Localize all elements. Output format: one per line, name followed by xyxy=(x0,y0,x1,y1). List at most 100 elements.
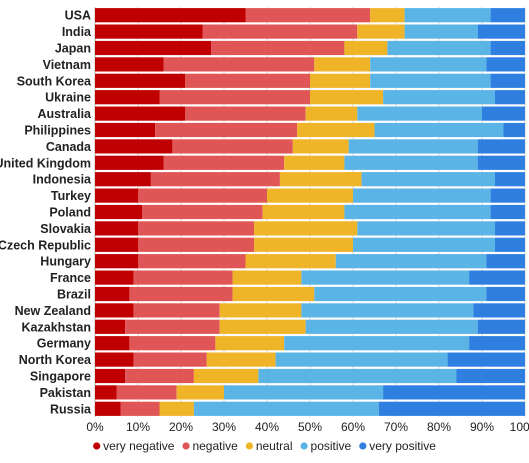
bar-segment-very-negative xyxy=(95,90,160,105)
bar-segment-positive xyxy=(275,352,448,367)
category-label: New Zealand xyxy=(15,304,91,318)
category-label: France xyxy=(50,271,91,285)
bar-segment-very-positive xyxy=(494,221,525,236)
bar-segment-neutral xyxy=(314,57,371,72)
bar-segment-positive xyxy=(353,237,495,252)
legend-item: very positive xyxy=(359,439,436,453)
bar-segment-negative xyxy=(120,401,160,416)
x-tick-label: 0% xyxy=(86,420,104,434)
bar-segment-positive xyxy=(357,221,495,236)
bar-segment-negative xyxy=(150,172,280,187)
category-label: Indonesia xyxy=(33,173,92,187)
bar-segment-positive xyxy=(284,336,470,351)
bar-segment-negative xyxy=(245,8,371,23)
bar-segment-positive xyxy=(224,385,384,400)
category-label: United Kingdom xyxy=(0,156,91,170)
bar-segment-very-positive xyxy=(378,401,525,416)
bar-segment-neutral xyxy=(232,286,315,302)
bar-segment-very-negative xyxy=(95,286,130,302)
x-tick-label: 50% xyxy=(298,420,322,434)
bar-segment-positive xyxy=(383,90,495,105)
bar-segment-very-negative xyxy=(95,188,138,203)
bar-segment-very-negative xyxy=(95,237,138,252)
bar-segment-positive xyxy=(404,8,491,23)
bar-segment-very-positive xyxy=(469,336,525,351)
category-label: Ukraine xyxy=(45,91,91,105)
bar-segment-negative xyxy=(138,237,255,252)
bar-segment-very-negative xyxy=(95,106,186,121)
bar-segment-very-negative xyxy=(95,155,164,170)
category-label: Singapore xyxy=(30,370,91,384)
bar-segment-positive xyxy=(335,254,487,269)
bar-segment-very-positive xyxy=(486,286,525,302)
bar-segment-neutral xyxy=(215,336,285,351)
bar-segment-very-positive xyxy=(482,106,525,121)
legend-label: very positive xyxy=(369,439,436,453)
category-label: Hungary xyxy=(40,255,91,269)
x-tick-label: 60% xyxy=(341,420,365,434)
bar-segment-neutral xyxy=(254,221,358,236)
bar-segment-very-positive xyxy=(477,155,525,170)
legend-label: neutral xyxy=(256,439,293,453)
bar-segment-positive xyxy=(387,40,491,56)
bar-segment-neutral xyxy=(176,385,224,400)
legend: very negative negative neutral positive very… xyxy=(93,439,436,453)
bar-segment-very-negative xyxy=(95,368,126,384)
bar-segment-negative xyxy=(163,57,315,72)
legend-marker xyxy=(245,442,254,450)
bar-segment-very-positive xyxy=(477,139,525,154)
legend-marker xyxy=(182,442,190,450)
bar-segment-negative xyxy=(138,188,267,203)
bar-segment-negative xyxy=(138,254,246,269)
x-tick-label: 10% xyxy=(126,420,150,434)
bar-segment-neutral xyxy=(219,303,302,318)
bar-segment-neutral xyxy=(297,122,375,138)
bar-segment-negative xyxy=(129,336,216,351)
bar-segment-negative xyxy=(129,286,233,302)
bar-segment-very-positive xyxy=(486,254,525,269)
bar-segment-negative xyxy=(133,303,220,318)
category-label: India xyxy=(62,25,92,39)
bar-segment-very-positive xyxy=(494,172,525,187)
category-label: Canada xyxy=(46,140,92,154)
bar-segment-positive xyxy=(348,139,478,154)
bar-segment-neutral xyxy=(357,24,405,39)
legend-item: neutral xyxy=(245,439,293,453)
bar-segment-very-negative xyxy=(95,204,143,220)
legend-label: very negative xyxy=(103,439,175,453)
bar-segment-positive xyxy=(357,106,482,121)
x-axis: 0% 10% 20% 30% 40% 50% 60% 70% 80% 90% 100% xyxy=(86,420,529,434)
bar-segment-neutral xyxy=(305,106,358,121)
bar-segment-negative xyxy=(185,106,306,121)
category-label: Australia xyxy=(38,107,93,121)
bar-segment-very-positive xyxy=(447,352,525,367)
x-tick-label: 70% xyxy=(384,420,408,434)
legend-item: positive xyxy=(300,439,352,453)
bar-segment-negative xyxy=(172,139,293,154)
bar-segment-neutral xyxy=(254,237,353,252)
bar-segment-positive xyxy=(370,73,491,88)
bar-segment-negative xyxy=(116,385,177,400)
bar-segment-neutral xyxy=(284,155,345,170)
bar-segment-very-positive xyxy=(494,90,525,105)
bar-segment-positive xyxy=(258,368,457,384)
legend-item: negative xyxy=(182,439,238,453)
bar-segment-very-positive xyxy=(490,73,525,88)
bar-segment-very-negative xyxy=(95,57,164,72)
category-label: Japan xyxy=(55,42,91,56)
legend-label: positive xyxy=(311,439,352,453)
legend-label: negative xyxy=(192,439,238,453)
category-label: Russia xyxy=(50,402,92,416)
bar-segment-positive xyxy=(301,303,474,318)
bar-segment-negative xyxy=(202,24,358,39)
legend-item: very negative xyxy=(93,439,175,453)
category-label: Germany xyxy=(37,337,91,351)
bar-segment-positive xyxy=(353,188,491,203)
category-label: Kazakhstan xyxy=(22,320,91,334)
bar-segment-very-negative xyxy=(95,352,134,367)
bar-segment-very-positive xyxy=(477,319,525,334)
bar-segment-neutral xyxy=(206,352,276,367)
category-labels: USA India Japan Vietnam South Korea Ukraine Au… xyxy=(0,9,92,417)
bar-segment-positive xyxy=(301,270,470,285)
